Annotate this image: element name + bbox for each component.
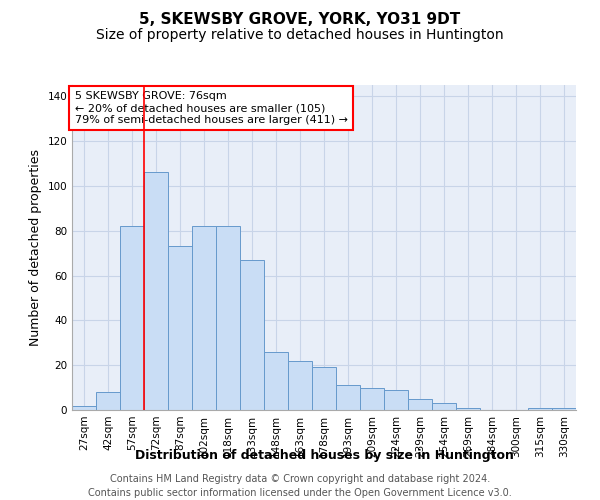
- Bar: [216, 226, 240, 410]
- Bar: [264, 352, 288, 410]
- Text: 5 SKEWSBY GROVE: 76sqm
← 20% of detached houses are smaller (105)
79% of semi-de: 5 SKEWSBY GROVE: 76sqm ← 20% of detached…: [74, 92, 347, 124]
- Bar: [120, 226, 144, 410]
- Bar: [240, 260, 264, 410]
- Bar: [552, 408, 576, 410]
- Text: Contains HM Land Registry data © Crown copyright and database right 2024.
Contai: Contains HM Land Registry data © Crown c…: [88, 474, 512, 498]
- Bar: [456, 408, 480, 410]
- Y-axis label: Number of detached properties: Number of detached properties: [29, 149, 42, 346]
- Bar: [192, 226, 216, 410]
- Bar: [336, 386, 360, 410]
- Bar: [168, 246, 192, 410]
- Bar: [72, 406, 96, 410]
- Bar: [144, 172, 168, 410]
- Bar: [432, 404, 456, 410]
- Bar: [312, 368, 336, 410]
- Bar: [384, 390, 408, 410]
- Bar: [96, 392, 120, 410]
- Bar: [360, 388, 384, 410]
- Text: 5, SKEWSBY GROVE, YORK, YO31 9DT: 5, SKEWSBY GROVE, YORK, YO31 9DT: [139, 12, 461, 28]
- Bar: [528, 408, 552, 410]
- Bar: [288, 360, 312, 410]
- Text: Distribution of detached houses by size in Huntington: Distribution of detached houses by size …: [134, 448, 514, 462]
- Text: Size of property relative to detached houses in Huntington: Size of property relative to detached ho…: [96, 28, 504, 42]
- Bar: [408, 399, 432, 410]
